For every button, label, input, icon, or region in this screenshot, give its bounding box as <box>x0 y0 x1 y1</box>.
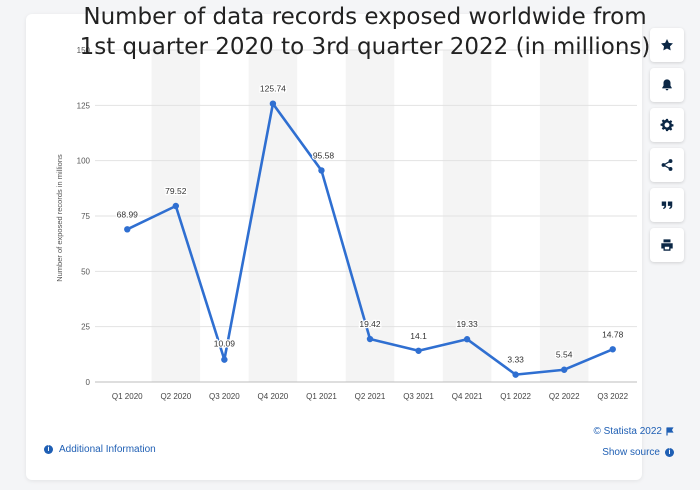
x-tick-label: Q4 2020 <box>258 392 289 401</box>
flag-icon <box>666 427 674 436</box>
y-tick-label: 25 <box>81 323 90 332</box>
info-icon: i <box>665 448 674 457</box>
additional-information-link[interactable]: i Additional Information <box>44 444 156 455</box>
bell-icon <box>662 79 672 91</box>
x-tick-label: Q3 2020 <box>209 392 240 401</box>
cite-button[interactable] <box>650 188 684 222</box>
share-button[interactable] <box>650 148 684 182</box>
data-point <box>512 371 519 378</box>
settings-button[interactable] <box>650 108 684 142</box>
print-icon <box>661 239 673 251</box>
chart-card <box>26 14 642 480</box>
data-label: 95.58 <box>313 150 335 160</box>
data-label: 14.1 <box>410 331 427 341</box>
x-tick-label: Q3 2021 <box>403 392 434 401</box>
additional-information-label: Additional Information <box>59 444 156 455</box>
y-tick-label: 50 <box>81 267 90 276</box>
share-icon <box>661 159 673 171</box>
data-point <box>318 167 325 174</box>
data-point <box>366 335 374 343</box>
x-tick-label: Q3 2022 <box>597 392 628 401</box>
notification-button[interactable] <box>650 68 684 102</box>
data-point <box>269 100 277 107</box>
chart-toolbar <box>650 28 684 262</box>
gear-icon <box>660 118 674 132</box>
data-point <box>609 346 616 353</box>
y-tick-label: 150 <box>77 46 91 55</box>
data-label: 3.33 <box>507 355 524 365</box>
y-tick-label: 100 <box>77 157 91 166</box>
print-button[interactable] <box>650 228 684 262</box>
data-point <box>560 366 568 373</box>
chart-title-line-1: Number of data records exposed worldwide… <box>83 4 647 30</box>
bookmark-button[interactable] <box>650 28 684 62</box>
copyright-label: © Statista 2022 <box>593 426 662 437</box>
y-tick-label: 0 <box>86 378 91 387</box>
x-tick-label: Q2 2022 <box>549 392 580 401</box>
data-point <box>415 347 422 354</box>
data-label: 79.52 <box>165 186 187 196</box>
y-tick-label: 125 <box>77 101 91 110</box>
star-icon <box>661 39 673 51</box>
info-icon: i <box>44 445 53 454</box>
chart-title: Number of data records exposed worldwide… <box>60 2 670 62</box>
data-point <box>124 226 131 233</box>
y-axis-label: Number of exposed records in millions <box>55 154 64 282</box>
data-point <box>463 336 471 343</box>
data-label: 14.78 <box>602 329 624 339</box>
x-tick-label: Q4 2021 <box>452 392 483 401</box>
copyright-notice: © Statista 2022 <box>593 426 674 437</box>
data-label: 68.99 <box>117 209 139 219</box>
x-tick-label: Q2 2021 <box>355 392 386 401</box>
y-tick-label: 75 <box>81 212 90 221</box>
quote-icon <box>661 201 673 209</box>
data-point <box>172 202 180 210</box>
x-tick-label: Q1 2021 <box>306 392 337 401</box>
data-label: 10.09 <box>214 339 236 349</box>
data-label: 19.42 <box>359 319 381 329</box>
data-label: 125.74 <box>260 84 286 94</box>
x-tick-label: Q2 2020 <box>160 392 191 401</box>
chart-title-line-2: 1st quarter 2020 to 3rd quarter 2022 (in… <box>79 34 651 60</box>
data-label: 19.33 <box>456 319 478 329</box>
x-tick-label: Q1 2022 <box>500 392 531 401</box>
x-tick-label: Q1 2020 <box>112 392 143 401</box>
data-point <box>221 356 228 363</box>
show-source-link[interactable]: Show source i <box>602 447 674 458</box>
data-label: 5.54 <box>556 350 573 360</box>
show-source-label: Show source <box>602 447 660 458</box>
